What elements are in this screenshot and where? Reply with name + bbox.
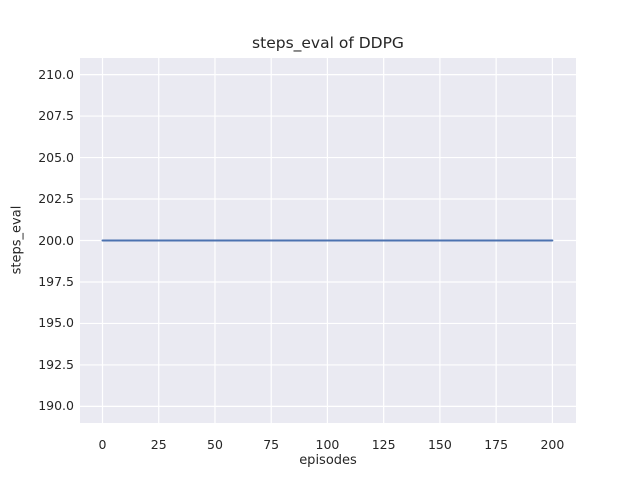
x-tick-label: 175	[484, 437, 509, 452]
chart-title: steps_eval of DDPG	[252, 34, 404, 52]
x-tick-label: 150	[427, 437, 452, 452]
x-tick-label: 25	[150, 437, 167, 452]
y-tick-label: 190.0	[38, 398, 74, 414]
x-tick-label: 100	[315, 437, 340, 452]
y-tick-label: 192.5	[38, 356, 74, 372]
x-tick-label: 200	[540, 437, 565, 452]
plot-canvas	[80, 58, 576, 423]
y-tick-label: 205.0	[38, 149, 74, 165]
y-tick-label: 197.5	[38, 273, 74, 289]
plot-area	[80, 58, 576, 423]
y-tick-label: 210.0	[38, 66, 74, 82]
x-tick-label: 0	[98, 437, 107, 452]
x-axis-label: episodes	[299, 453, 357, 468]
y-tick-label: 200.0	[38, 232, 74, 248]
x-tick-label: 50	[207, 437, 223, 452]
y-tick-label: 195.0	[38, 315, 74, 331]
x-tick-label: 125	[371, 437, 396, 452]
x-tick-label: 75	[263, 437, 280, 452]
y-tick-label: 207.5	[38, 108, 74, 124]
y-tick-label: 202.5	[38, 191, 74, 207]
